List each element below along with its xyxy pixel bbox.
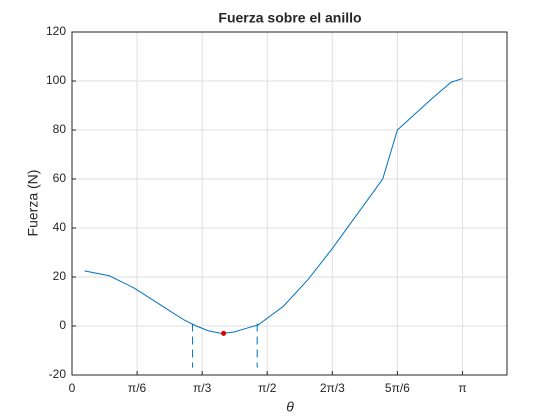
line-series — [84, 78, 463, 334]
y-tick-label: 0 — [59, 318, 66, 332]
x-tick-label: π/2 — [258, 381, 277, 395]
chart-title: Fuerza sobre el anillo — [218, 10, 361, 26]
y-axis-label: Fuerza (N) — [25, 170, 41, 237]
x-tick-label: 0 — [69, 381, 76, 395]
y-tick-label: 40 — [53, 220, 67, 234]
x-tick-label: 5π/6 — [385, 381, 410, 395]
y-tick-label: 20 — [53, 269, 67, 283]
x-tick-label: π/6 — [128, 381, 147, 395]
y-tick-label: 60 — [53, 171, 67, 185]
x-tick-label: π/3 — [193, 381, 212, 395]
y-tick-label: 120 — [46, 24, 66, 38]
y-tick-label: -20 — [49, 367, 67, 381]
min-point — [221, 330, 227, 336]
x-tick-label: 2π/3 — [320, 381, 345, 395]
y-tick-label: 100 — [46, 73, 66, 87]
x-tick-label: π — [458, 381, 466, 395]
y-tick-label: 80 — [53, 122, 67, 136]
x-axis-label: θ — [286, 399, 294, 415]
plot-frame — [71, 31, 508, 376]
